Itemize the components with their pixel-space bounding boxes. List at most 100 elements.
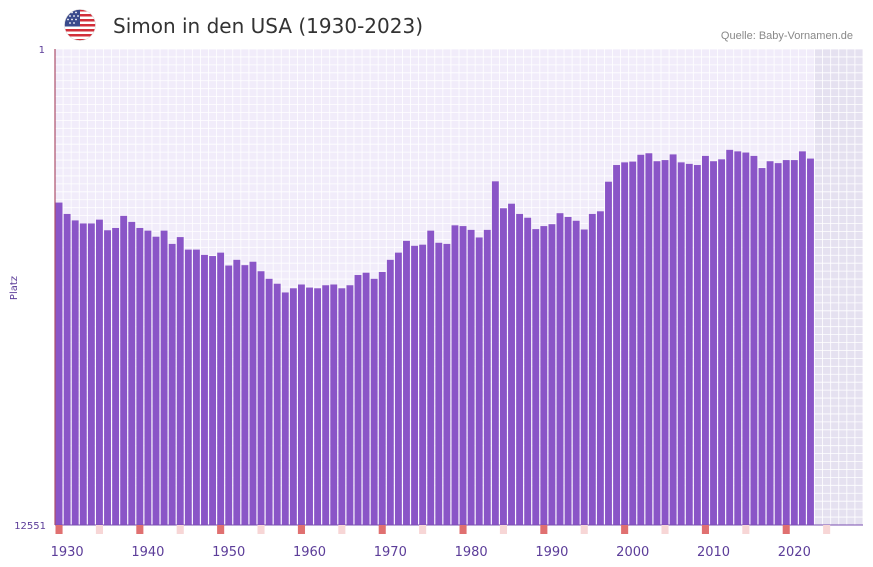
bar-1931 (71, 220, 79, 525)
bar-1941 (152, 236, 160, 525)
bar-1980 (467, 229, 475, 525)
decade-marker-1969 (378, 525, 386, 534)
bar-2006 (677, 162, 685, 525)
bar-2007 (685, 163, 693, 526)
bar-1965 (346, 285, 354, 525)
bar-1929 (55, 202, 63, 525)
bar-2016 (758, 168, 766, 526)
bar-1968 (370, 278, 378, 525)
bar-1976 (435, 242, 443, 525)
bar-1983 (491, 181, 499, 525)
bar-2022 (807, 158, 814, 525)
bar-1966 (354, 275, 362, 525)
half-decade-marker-2024 (823, 525, 831, 534)
bar-1957 (281, 292, 289, 525)
bar-1988 (532, 229, 540, 525)
x-tick-label: 2010 (697, 545, 730, 560)
bar-2004 (661, 160, 669, 525)
x-tick-label: 1930 (51, 545, 84, 560)
decade-marker-1989 (540, 525, 548, 534)
bar-2010 (710, 161, 717, 525)
bar-1992 (564, 216, 572, 525)
decade-marker-1949 (217, 525, 225, 534)
decade-marker-1959 (297, 525, 305, 534)
half-decade-marker-2004 (661, 525, 669, 534)
bar-2011 (718, 159, 726, 526)
bar-1960 (306, 287, 313, 525)
bar-1954 (257, 271, 265, 525)
x-tick-label: 1970 (374, 545, 407, 560)
x-tick-label: 1960 (293, 545, 326, 560)
bar-1962 (322, 285, 330, 525)
bar-2014 (742, 152, 750, 526)
bar-2015 (750, 155, 758, 525)
x-tick-label: 1980 (455, 545, 488, 560)
bar-1973 (411, 245, 418, 525)
bar-1956 (273, 283, 281, 525)
half-decade-marker-1944 (176, 525, 184, 534)
bar-1989 (540, 226, 548, 526)
y-tick-label-top: 1 (39, 45, 45, 56)
bar-1981 (475, 237, 483, 526)
x-tick-label: 2000 (616, 545, 649, 560)
half-decade-marker-1954 (257, 525, 265, 534)
bar-1984 (500, 208, 507, 526)
bar-1955 (265, 278, 273, 525)
bar-1952 (241, 265, 249, 525)
bar-1936 (112, 227, 120, 525)
bar-2018 (774, 163, 782, 525)
bar-1987 (524, 217, 532, 525)
bar-2008 (693, 165, 701, 525)
bar-1969 (378, 271, 386, 525)
bar-1949 (217, 252, 225, 526)
decade-marker-1999 (621, 525, 629, 534)
bar-1948 (209, 256, 216, 525)
half-decade-marker-1984 (499, 525, 507, 534)
bar-2012 (726, 149, 734, 525)
bar-1996 (596, 211, 604, 525)
x-tick-label: 2020 (778, 545, 811, 560)
bar-1977 (443, 243, 451, 526)
bar-1971 (394, 252, 402, 526)
bar-1972 (403, 240, 410, 525)
bar-2001 (637, 154, 645, 526)
bar-1961 (314, 288, 322, 525)
bar-1938 (128, 221, 136, 526)
bar-1934 (96, 219, 103, 526)
decade-marker-1929 (55, 525, 63, 534)
bar-1932 (79, 223, 87, 525)
bar-1939 (136, 227, 144, 525)
source-credit: Quelle: Baby-Vornamen.de (720, 30, 853, 42)
bar-1998 (613, 165, 620, 525)
bar-1937 (120, 215, 128, 525)
bar-2017 (766, 161, 774, 525)
bar-1978 (451, 225, 459, 525)
half-decade-marker-1964 (338, 525, 346, 534)
bar-2020 (790, 160, 798, 525)
half-decade-marker-1994 (580, 525, 588, 534)
decade-marker-1979 (459, 525, 467, 534)
bar-1991 (556, 213, 564, 525)
decade-marker-1939 (136, 525, 144, 534)
x-tick-label: 1950 (212, 545, 245, 560)
bar-1985 (508, 203, 515, 526)
y-tick-label-bottom: 12551 (14, 521, 46, 532)
bar-1994 (580, 229, 588, 525)
bar-1963 (330, 284, 338, 525)
bar-1943 (168, 243, 176, 526)
bar-1993 (572, 220, 580, 525)
bar-1950 (225, 265, 233, 525)
bar-2013 (734, 151, 742, 525)
bar-1986 (516, 213, 524, 525)
x-tick-label: 1940 (131, 545, 164, 560)
bar-1990 (548, 224, 556, 526)
bar-1959 (298, 284, 305, 525)
bar-2003 (653, 161, 661, 525)
bar-1951 (233, 259, 241, 525)
bar-1945 (184, 249, 192, 525)
bar-1979 (459, 226, 467, 526)
bar-1947 (201, 254, 208, 526)
bar-1935 (104, 230, 111, 525)
bar-2000 (629, 161, 637, 526)
